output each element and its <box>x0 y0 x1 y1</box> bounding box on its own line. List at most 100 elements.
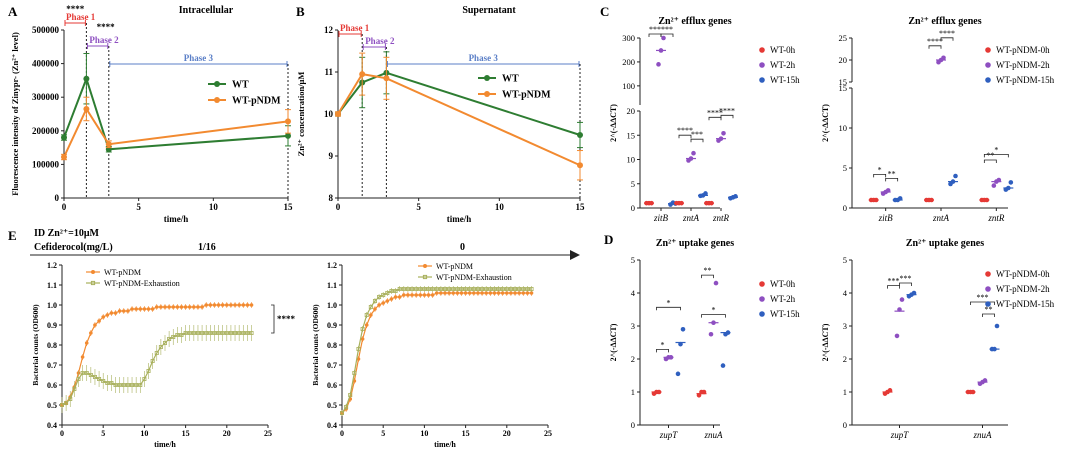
x-tick-label: zntR <box>712 213 730 223</box>
data-point <box>459 291 464 295</box>
y-tick-label: 400000 <box>32 59 60 69</box>
panel-label-d: D <box>604 232 613 247</box>
x-tick-label: zntA <box>932 213 950 223</box>
data-point <box>970 389 976 395</box>
significance-label: *** <box>691 130 703 139</box>
significance-bracket <box>899 282 912 286</box>
x-tick-label: zntR <box>987 213 1005 223</box>
significance-bracket <box>701 314 726 318</box>
data-point <box>442 286 447 291</box>
data-point <box>887 388 893 393</box>
x-tick-label: 5 <box>381 429 385 438</box>
significance-bracket <box>701 274 714 279</box>
legend-marker <box>759 281 765 287</box>
y-tick-label: 1.0 <box>327 301 337 310</box>
y-tick-label: 10 <box>839 123 848 133</box>
phase-label: Phase 2 <box>365 36 395 46</box>
y-tick-label: 5 <box>631 255 635 265</box>
data-point <box>175 305 180 309</box>
significance-bracket <box>885 177 899 182</box>
significance-bracket <box>928 45 942 49</box>
legend-label: WT-pNDM-0h <box>996 269 1050 279</box>
data-point <box>360 337 365 341</box>
data-point <box>393 295 398 299</box>
data-point <box>897 196 903 201</box>
y-tick-label: 200000 <box>32 126 60 136</box>
y-axis-label: Bacterial counts (OD600) <box>311 304 320 386</box>
data-point <box>68 396 73 401</box>
data-point <box>126 309 130 313</box>
legend-marker <box>484 91 490 97</box>
cefiderocol-label: Cefiderocol(mg/L) <box>34 242 113 253</box>
y-tick-label: 1.2 <box>47 261 57 270</box>
data-point <box>204 330 209 335</box>
data-point <box>484 286 489 291</box>
data-point <box>92 374 97 379</box>
data-point <box>447 291 451 295</box>
data-point <box>113 382 118 387</box>
data-point <box>335 111 341 117</box>
data-point <box>150 358 155 363</box>
data-point <box>577 132 583 138</box>
series-line-1 <box>63 106 289 158</box>
series-line-0 <box>63 75 289 151</box>
x-tick-label: 15 <box>462 429 470 438</box>
data-point <box>154 305 159 309</box>
significance-label: **** <box>97 22 116 32</box>
concentration-arrow-head <box>570 250 580 260</box>
data-point <box>984 197 990 203</box>
phase-label: Phase 3 <box>184 53 214 63</box>
data-point <box>911 290 917 296</box>
x-tick-label: 0 <box>62 202 67 212</box>
legend-label: WT-0h <box>770 279 796 289</box>
data-point <box>438 286 443 291</box>
y-axis-label: 2^(-ΔΔCT) <box>821 323 830 361</box>
x-tick-label: 15 <box>182 429 190 438</box>
data-point <box>373 307 377 311</box>
data-point <box>517 291 521 295</box>
data-point <box>418 286 423 291</box>
data-point <box>121 382 126 387</box>
data-point <box>994 323 1000 329</box>
data-point <box>688 156 694 161</box>
y-tick-label: 1.0 <box>47 301 57 310</box>
data-point <box>134 307 138 311</box>
legend-marker <box>759 62 765 68</box>
data-point <box>508 286 513 291</box>
data-point <box>163 305 167 309</box>
data-point <box>496 286 501 291</box>
y-tick-label: 1.2 <box>327 261 337 270</box>
data-point <box>383 75 390 82</box>
series-line-1 <box>61 332 252 406</box>
significance-bracket <box>656 306 681 311</box>
x-tick-label: zupT <box>659 430 679 440</box>
significance-label: *** <box>661 25 673 34</box>
x-tick-label: 15 <box>576 202 586 212</box>
chart-uptake-wt-pndm: 0 1 2 3 4 5 Zn²⁺ uptake genes 2^(-ΔΔCT) zupT znuA… <box>821 238 1055 440</box>
phase-label: Phase 1 <box>66 12 96 22</box>
x-axis-label: time/h <box>164 214 189 224</box>
data-point <box>60 402 65 407</box>
legend-marker <box>214 81 220 87</box>
chart-growth-no-drug: 0.4 0.5 0.6 0.7 0.8 0.9 1.0 1.1 1.2 0 5 10 15 20 25 tim… <box>311 261 552 449</box>
data-point <box>183 330 188 335</box>
data-point <box>505 291 509 295</box>
series-line-1 <box>337 72 581 167</box>
data-point <box>721 131 726 136</box>
data-point <box>709 200 714 206</box>
chart-title: Zn²⁺ uptake genes <box>906 238 984 249</box>
x-tick-label: 5 <box>136 202 141 212</box>
data-point <box>513 291 517 295</box>
data-point <box>249 330 254 335</box>
y-axis-label: 2^(-ΔΔCT) <box>609 104 618 142</box>
y-axis-label: 2^(-ΔΔCT) <box>609 323 618 361</box>
data-point <box>225 303 229 307</box>
data-point <box>381 301 386 305</box>
significance-bracket <box>678 134 692 139</box>
data-point <box>105 141 112 148</box>
data-point <box>463 291 468 295</box>
data-point <box>233 303 237 307</box>
y-tick-label: 1 <box>843 387 847 397</box>
y-tick-label: 20 <box>839 55 848 65</box>
data-point <box>220 303 225 307</box>
